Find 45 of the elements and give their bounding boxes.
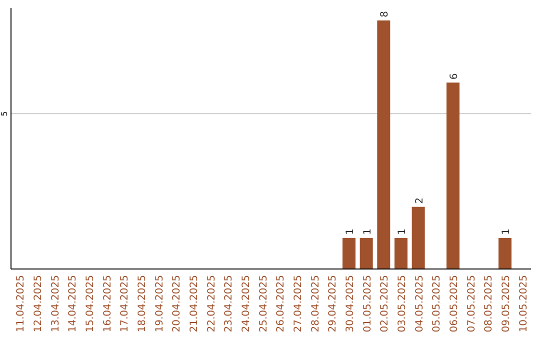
x-tick-label: 26.04.2025 xyxy=(276,275,287,332)
x-tick-label: 20.04.2025 xyxy=(172,275,183,332)
x-tick-label: 30.04.2025 xyxy=(345,275,356,332)
x-tick-label: 17.04.2025 xyxy=(120,275,131,332)
x-tick-label: 09.05.2025 xyxy=(501,275,512,332)
x-tick-label: 15.04.2025 xyxy=(85,275,96,332)
x-tick-label: 25.04.2025 xyxy=(258,275,270,332)
x-tick-label: 22.04.2025 xyxy=(206,275,218,332)
x-tick-label: 28.04.2025 xyxy=(310,275,322,332)
bar xyxy=(412,206,425,269)
bar xyxy=(498,238,512,269)
x-tick-label: 06.05.2025 xyxy=(449,275,460,332)
x-tick-label: 04.05.2025 xyxy=(414,275,426,332)
x-tick-label: 07.05.2025 xyxy=(466,275,478,332)
x-tick-label: 19.04.2025 xyxy=(154,275,166,332)
data-label: 1 xyxy=(501,228,512,235)
data-label: 8 xyxy=(380,11,391,18)
data-label: 1 xyxy=(397,228,408,235)
x-tick-label: 08.05.2025 xyxy=(484,275,495,332)
x-tick-label: 14.04.2025 xyxy=(68,275,79,332)
data-label: 6 xyxy=(449,73,460,80)
x-tick-label: 29.04.2025 xyxy=(328,275,339,332)
data-label: 1 xyxy=(345,228,356,235)
x-tick-label: 02.05.2025 xyxy=(380,275,391,332)
x-tick-label: 01.05.2025 xyxy=(362,275,374,332)
bar xyxy=(360,238,373,269)
x-tick-label: 18.04.2025 xyxy=(137,275,148,332)
x-tick-label: 16.04.2025 xyxy=(102,275,114,332)
x-tick-label: 13.04.2025 xyxy=(50,275,62,332)
x-tick-label: 05.05.2025 xyxy=(432,275,443,332)
x-tick-label: 12.04.2025 xyxy=(33,275,44,332)
x-tick-label: 27.04.2025 xyxy=(293,275,304,332)
bar xyxy=(342,238,356,269)
bar xyxy=(377,20,390,269)
y-tick-label: 5 xyxy=(0,111,9,116)
data-label: 1 xyxy=(362,228,374,235)
bar xyxy=(446,82,460,269)
x-tick-label: 10.05.2025 xyxy=(518,275,530,332)
data-label: 2 xyxy=(414,197,426,204)
x-tick-label: 23.04.2025 xyxy=(224,275,235,332)
x-tick-label: 11.04.2025 xyxy=(16,275,27,332)
x-tick-label: 24.04.2025 xyxy=(241,275,252,332)
x-tick-label: 21.04.2025 xyxy=(189,275,200,332)
bar xyxy=(394,238,408,269)
x-tick-label: 03.05.2025 xyxy=(397,275,408,332)
